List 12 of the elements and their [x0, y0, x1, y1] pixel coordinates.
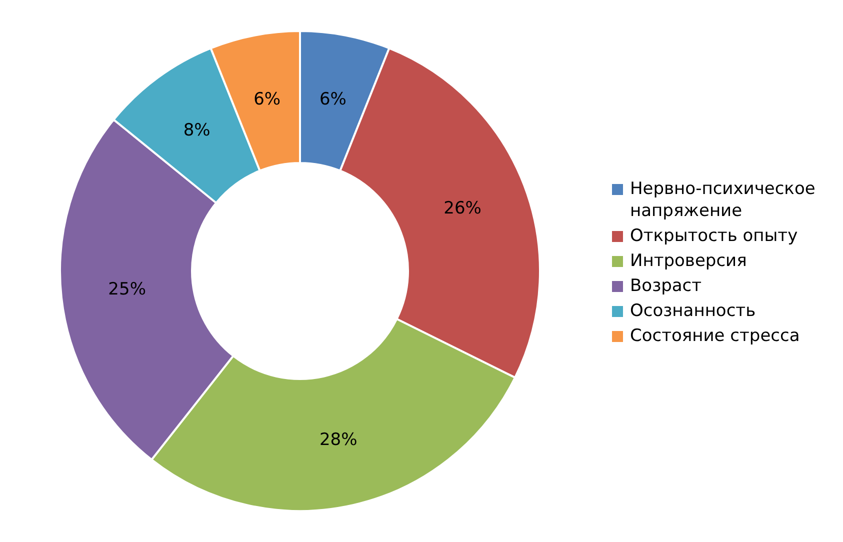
legend-label: Нервно-психическое напряжение	[630, 178, 816, 222]
legend-label: Состояние стресса	[630, 325, 800, 347]
data-label: 6%	[319, 90, 346, 110]
data-label: 26%	[444, 198, 482, 218]
legend-label: Возраст	[630, 275, 702, 297]
data-label: 28%	[319, 430, 358, 450]
data-label: 6%	[254, 90, 281, 110]
legend-label: Осознанность	[630, 300, 756, 322]
legend-label: Интроверсия	[630, 250, 747, 272]
data-label: 25%	[108, 280, 146, 300]
legend-label: Открытость опыту	[630, 225, 798, 247]
data-label: 8%	[183, 120, 210, 140]
